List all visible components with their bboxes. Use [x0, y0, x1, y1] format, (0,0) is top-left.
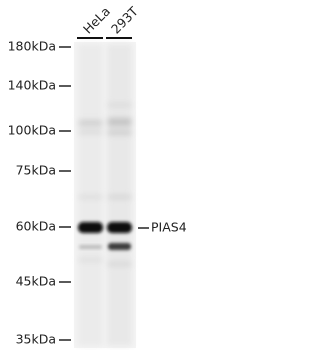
band: [79, 245, 102, 249]
band: [108, 243, 131, 250]
band-label: PIAS4: [151, 220, 187, 235]
band: [107, 222, 132, 233]
marker-label: 140kDa: [8, 78, 56, 93]
western-blot: HeLa 293T 180kDa 140kDa 100kDa 75kDa 60k…: [8, 3, 187, 348]
faint-bands: [79, 103, 131, 266]
marker-label: 75kDa: [16, 163, 56, 178]
marker-label: 180kDa: [8, 39, 56, 54]
marker-ladder: 180kDa 140kDa 100kDa 75kDa 60kDa 45kDa 3…: [8, 39, 71, 347]
marker-label: 100kDa: [8, 123, 56, 138]
band: [78, 222, 103, 233]
lane-label: HeLa: [80, 4, 113, 37]
marker-label: 35kDa: [16, 332, 56, 347]
marker-label: 45kDa: [16, 274, 56, 289]
marker-label: 60kDa: [16, 219, 56, 234]
lane-label: 293T: [108, 3, 141, 36]
